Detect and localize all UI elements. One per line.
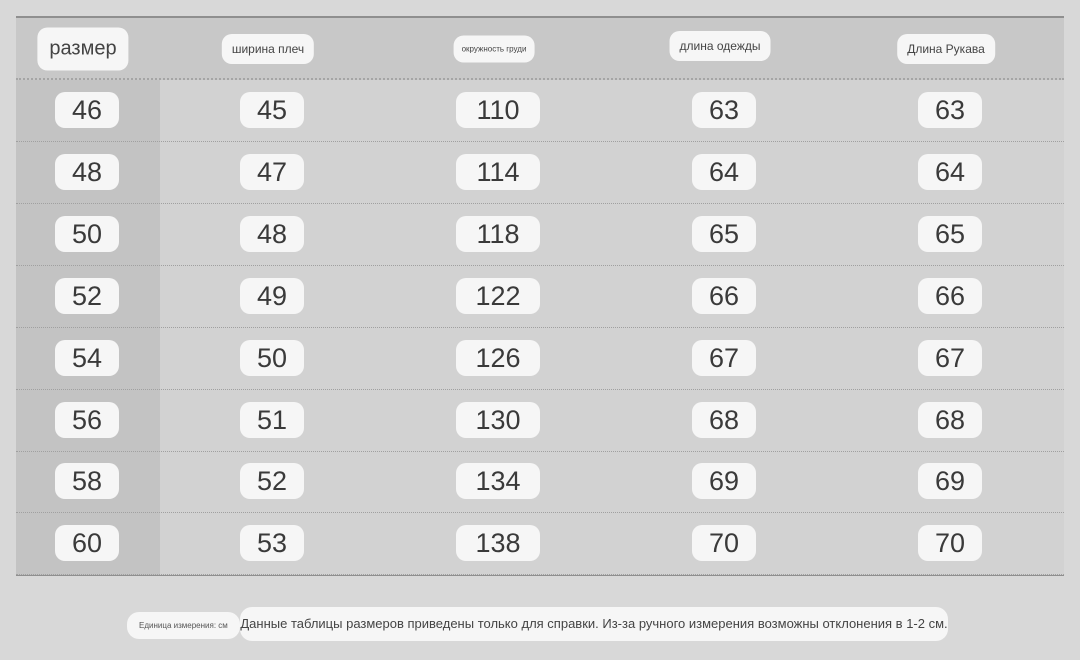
cell-shoulder-width: 51 [240, 401, 304, 438]
cell-length: 67 [692, 339, 756, 376]
header-size: размер [37, 27, 129, 71]
table-row: 52 49 122 66 66 [16, 266, 1064, 328]
cell-size: 52 [55, 277, 119, 314]
cell-length: 70 [692, 525, 756, 562]
table-row: 50 48 118 65 65 [16, 204, 1064, 266]
header-length: длина одежды [669, 31, 771, 61]
table-row: 46 45 110 63 63 [16, 80, 1064, 142]
cell-shoulder-width: 50 [240, 339, 304, 376]
table-row: 54 50 126 67 67 [16, 328, 1064, 390]
cell-length: 65 [692, 215, 756, 252]
cell-length: 68 [692, 401, 756, 438]
cell-shoulder-width: 49 [240, 277, 304, 314]
cell-sleeve: 68 [918, 401, 982, 438]
table-row: 60 53 138 70 70 [16, 513, 1064, 576]
disclaimer-note: Данные таблицы размеров приведены только… [240, 607, 948, 641]
cell-shoulder-width: 47 [240, 153, 304, 190]
cell-chest: 110 [456, 92, 540, 128]
cell-sleeve: 69 [918, 463, 982, 500]
cell-size: 50 [55, 215, 119, 252]
cell-sleeve: 67 [918, 339, 982, 376]
cell-length: 69 [692, 463, 756, 500]
cell-size: 46 [55, 92, 119, 128]
cell-chest: 130 [456, 401, 540, 438]
cell-size: 48 [55, 153, 119, 190]
table-row: 48 47 114 64 64 [16, 142, 1064, 204]
cell-shoulder-width: 45 [240, 92, 304, 128]
cell-chest: 118 [456, 215, 540, 252]
cell-sleeve: 64 [918, 153, 982, 190]
cell-sleeve: 65 [918, 215, 982, 252]
cell-sleeve: 66 [918, 277, 982, 314]
table-row: 58 52 134 69 69 [16, 451, 1064, 514]
cell-chest: 126 [456, 339, 540, 376]
header-sleeve: Длина Рукава [897, 34, 995, 64]
cell-shoulder-width: 48 [240, 215, 304, 252]
cell-chest: 122 [456, 277, 540, 314]
header-row: размер ширина плеч окружность груди длин… [16, 18, 1064, 80]
cell-chest: 138 [456, 525, 540, 562]
cell-length: 66 [692, 277, 756, 314]
table-row: 56 51 130 68 68 [16, 390, 1064, 452]
cell-shoulder-width: 52 [240, 463, 304, 500]
cell-sleeve: 63 [918, 92, 982, 128]
unit-label: Единица измерения: см [127, 612, 240, 639]
size-chart-table: размер ширина плеч окружность груди длин… [16, 16, 1064, 576]
cell-shoulder-width: 53 [240, 525, 304, 562]
cell-size: 58 [55, 463, 119, 500]
cell-size: 56 [55, 401, 119, 438]
cell-chest: 134 [456, 463, 540, 500]
cell-length: 64 [692, 153, 756, 190]
cell-chest: 114 [456, 153, 540, 190]
header-shoulder-width: ширина плеч [221, 34, 315, 64]
cell-size: 60 [55, 525, 119, 562]
cell-sleeve: 70 [918, 525, 982, 562]
cell-size: 54 [55, 339, 119, 376]
cell-length: 63 [692, 92, 756, 128]
header-chest: окружность груди [453, 35, 535, 63]
